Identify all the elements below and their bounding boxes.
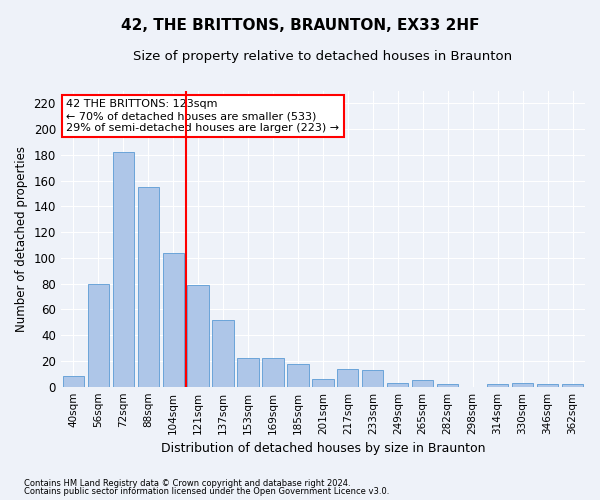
Bar bbox=[387, 383, 409, 386]
Bar bbox=[88, 284, 109, 387]
Bar bbox=[137, 187, 159, 386]
Bar bbox=[163, 253, 184, 386]
Bar bbox=[187, 285, 209, 386]
Bar bbox=[212, 320, 233, 386]
Text: 42, THE BRITTONS, BRAUNTON, EX33 2HF: 42, THE BRITTONS, BRAUNTON, EX33 2HF bbox=[121, 18, 479, 32]
Bar bbox=[113, 152, 134, 386]
Bar bbox=[312, 379, 334, 386]
Text: 42 THE BRITTONS: 123sqm
← 70% of detached houses are smaller (533)
29% of semi-d: 42 THE BRITTONS: 123sqm ← 70% of detache… bbox=[66, 100, 339, 132]
Text: Contains HM Land Registry data © Crown copyright and database right 2024.: Contains HM Land Registry data © Crown c… bbox=[24, 478, 350, 488]
Bar bbox=[337, 368, 358, 386]
Bar bbox=[487, 384, 508, 386]
Bar bbox=[362, 370, 383, 386]
Bar bbox=[412, 380, 433, 386]
Bar bbox=[562, 384, 583, 386]
Bar bbox=[437, 384, 458, 386]
Title: Size of property relative to detached houses in Braunton: Size of property relative to detached ho… bbox=[133, 50, 512, 63]
Bar bbox=[238, 358, 259, 386]
Bar bbox=[262, 358, 284, 386]
Bar bbox=[62, 376, 84, 386]
Bar bbox=[512, 383, 533, 386]
Y-axis label: Number of detached properties: Number of detached properties bbox=[15, 146, 28, 332]
Bar bbox=[537, 384, 558, 386]
X-axis label: Distribution of detached houses by size in Braunton: Distribution of detached houses by size … bbox=[161, 442, 485, 455]
Bar bbox=[287, 364, 308, 386]
Text: Contains public sector information licensed under the Open Government Licence v3: Contains public sector information licen… bbox=[24, 487, 389, 496]
